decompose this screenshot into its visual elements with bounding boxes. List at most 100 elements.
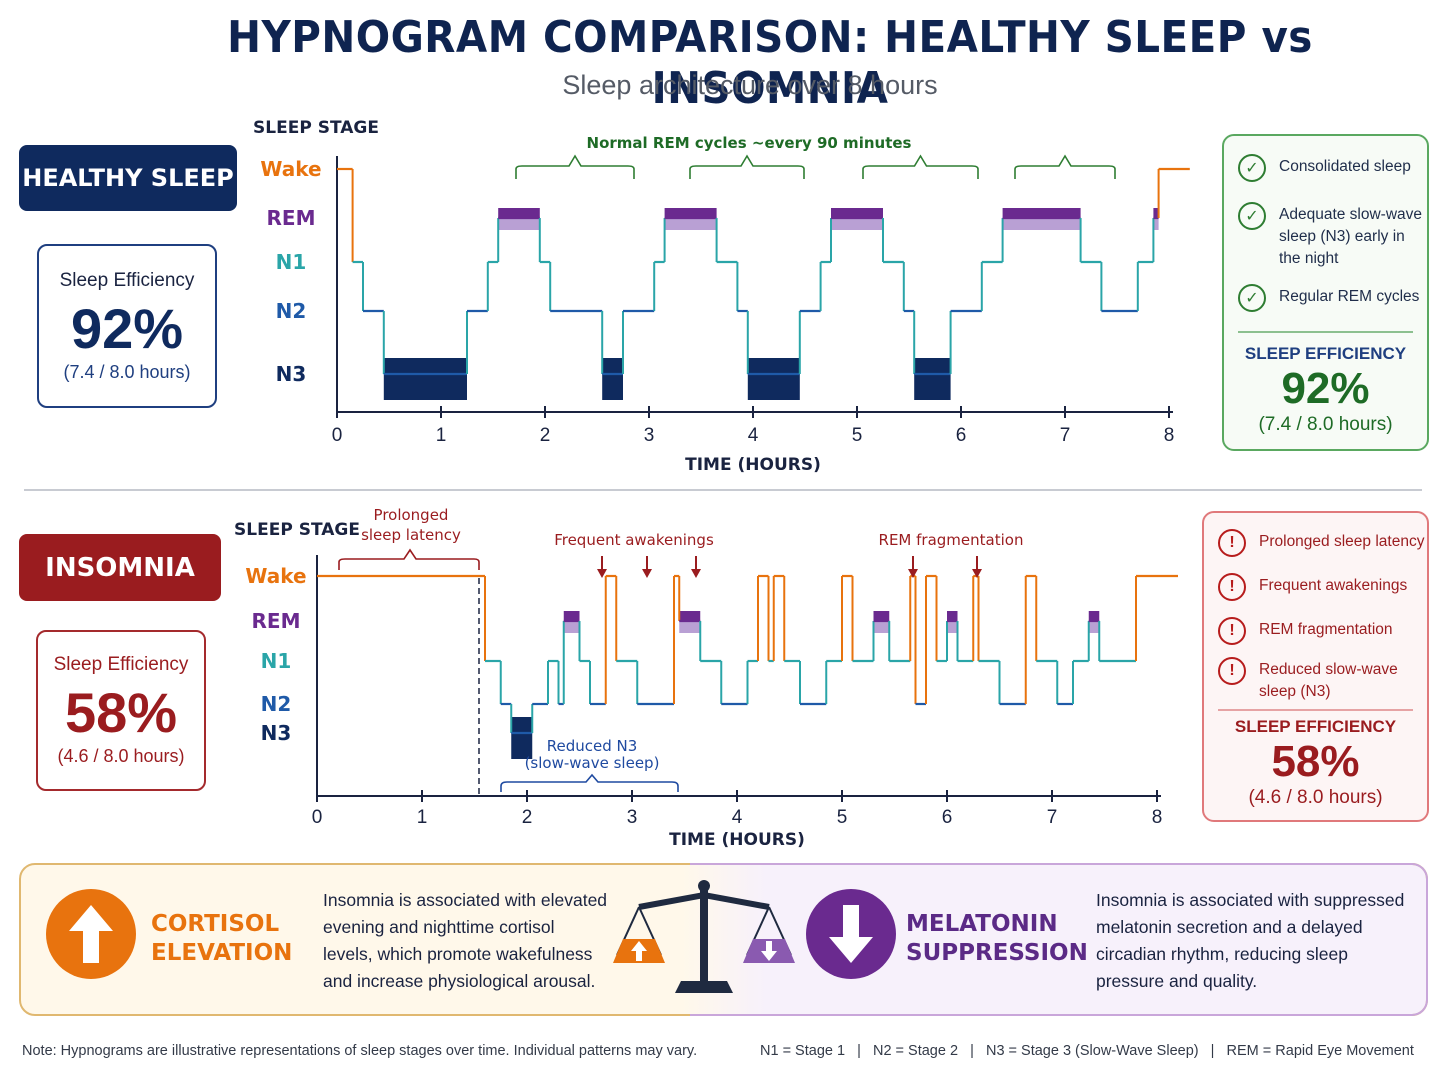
- healthy-panel-efficiency-detail: (7.4 / 8.0 hours): [1258, 414, 1393, 435]
- rem-block-shade: [664, 218, 717, 230]
- insomnia-feature-text: REM fragmentation: [1259, 621, 1393, 638]
- alert-circle-icon: !: [1218, 657, 1246, 685]
- hormone-banner: CORTISOL ELEVATION Insomnia is associate…: [19, 863, 1428, 1016]
- x-tick-label: 8: [1152, 807, 1163, 828]
- insomnia-feature-text: Frequent awakenings: [1259, 577, 1408, 594]
- insomnia-feature-item: ! Reduced slow-wave sleep (N3): [1218, 657, 1409, 703]
- rem-block-shade: [1153, 218, 1159, 230]
- x-tick-label: 6: [956, 425, 967, 446]
- rem-cycle-brace: [862, 154, 979, 179]
- melatonin-title-line2: SUPPRESSION: [906, 940, 1088, 966]
- x-tick-label: 5: [852, 425, 863, 446]
- section-divider: [24, 489, 1422, 491]
- healthy-feature-item: ✓ Regular REM cycles: [1238, 284, 1419, 312]
- rem-block: [679, 611, 701, 621]
- arrow-down-icon: [806, 889, 896, 979]
- rem-block: [563, 611, 580, 621]
- stage-label-rem: REM: [252, 609, 301, 633]
- x-tick-label: 2: [522, 807, 533, 828]
- stage-label-rem: REM: [267, 206, 316, 230]
- latency-brace: [338, 548, 480, 570]
- rem-cycle-brace: [515, 154, 635, 179]
- stage-label-n3: N3: [276, 362, 307, 386]
- x-tick-label: 7: [1047, 807, 1058, 828]
- x-tick-label: 0: [312, 807, 323, 828]
- healthy-feature-text: Consolidated sleep: [1279, 158, 1411, 175]
- check-circle-icon: ✓: [1238, 154, 1266, 182]
- rem-block-shade: [831, 218, 883, 230]
- stage-label-wake: Wake: [245, 564, 306, 588]
- x-tick-label: 5: [837, 807, 848, 828]
- n3-block: [511, 717, 533, 759]
- stage-label-n3: N3: [261, 721, 292, 745]
- x-tick-label: 8: [1164, 425, 1175, 446]
- rem-block-shade: [498, 218, 540, 230]
- y-axis-title: SLEEP STAGE: [253, 118, 379, 138]
- rem-block: [873, 611, 890, 621]
- melatonin-title: MELATONIN SUPPRESSION: [906, 910, 1088, 968]
- rem-block: [498, 208, 540, 218]
- insomnia-tag: INSOMNIA: [19, 534, 221, 601]
- page-title: HYPNOGRAM COMPARISON: HEALTHY SLEEP vs I…: [227, 12, 1313, 114]
- awakening-arrowhead: [691, 569, 701, 578]
- page-subtitle: Sleep architecture over 8 hours: [562, 70, 938, 100]
- x-tick-label: 3: [644, 425, 655, 446]
- healthy-feature-item: ✓ Consolidated sleep: [1238, 154, 1411, 182]
- stage-label-n2: N2: [276, 299, 307, 323]
- alert-circle-icon: !: [1218, 529, 1246, 557]
- insomnia-efficiency-card: Sleep Efficiency 58% (4.6 / 8.0 hours): [36, 630, 206, 791]
- panel-separator: [1218, 709, 1413, 711]
- check-circle-icon: ✓: [1238, 202, 1266, 230]
- rem-block-shade: [1002, 218, 1081, 230]
- healthy-efficiency-card: Sleep Efficiency 92% (7.4 / 8.0 hours): [37, 244, 217, 408]
- x-axis-title: TIME (HOURS): [669, 830, 805, 850]
- healthy-panel-efficiency-label: SLEEP EFFICIENCY: [1244, 344, 1407, 363]
- healthy-feature-item: ✓ Adequate slow-wave sleep (N3) early in…: [1238, 202, 1424, 270]
- rem-block-shade: [563, 621, 580, 633]
- rem-block-shade: [947, 621, 958, 633]
- stage-label-wake: Wake: [260, 157, 321, 181]
- insomnia-efficiency-value: 58%: [64, 681, 178, 744]
- arrow-up-icon: [46, 889, 136, 979]
- healthy-rem-annotation: Normal REM cycles ~every 90 minutes: [587, 134, 912, 152]
- awakenings-annotation: Frequent awakenings: [554, 531, 714, 549]
- rem-block: [1153, 208, 1159, 218]
- x-tick-label: 4: [732, 807, 743, 828]
- y-axis-title: SLEEP STAGE: [234, 520, 360, 540]
- insomnia-panel-efficiency-detail: (4.6 / 8.0 hours): [1248, 787, 1383, 808]
- insomnia-panel-efficiency-value: 58%: [1271, 737, 1360, 786]
- awakening-arrowhead: [597, 569, 607, 578]
- x-tick-label: 0: [332, 425, 343, 446]
- healthy-efficiency-detail: (7.4 / 8.0 hours): [63, 362, 191, 382]
- latency-annotation-line1: Prolonged: [374, 506, 449, 524]
- insomnia-feature-item: ! REM fragmentation: [1218, 617, 1393, 645]
- alert-circle-icon: !: [1218, 573, 1246, 601]
- rem-block-shade: [873, 621, 890, 633]
- insomnia-feature-item: ! Frequent awakenings: [1218, 573, 1407, 601]
- rem-cycle-brace: [689, 154, 805, 179]
- insomnia-panel-efficiency-label: SLEEP EFFICIENCY: [1234, 717, 1397, 736]
- stage-label-n1: N1: [261, 649, 292, 673]
- n3-annotation-line1: Reduced N3: [547, 737, 638, 755]
- x-tick-label: 1: [436, 425, 447, 446]
- rem-block: [947, 611, 958, 621]
- rem-cycle-braces: [515, 154, 1116, 179]
- insomnia-hypnogram: Wake REM N1 N2 N3 SLEEP STAGE 0 1 2 3 4 5 6 7 8 TIME (H…: [234, 520, 1178, 850]
- rem-block: [1002, 208, 1081, 218]
- melatonin-title-line1: MELATONIN: [906, 911, 1058, 937]
- insomnia-efficiency-label: Sleep Efficiency: [53, 654, 189, 675]
- rem-block: [664, 208, 717, 218]
- insomnia-annotation-marks: [338, 548, 982, 796]
- insomnia-feature-item: ! Prolonged sleep latency: [1218, 529, 1424, 557]
- stage-label-n2: N2: [261, 692, 292, 716]
- awakening-arrowhead: [908, 569, 918, 578]
- insomnia-feature-text: Reduced slow-wave sleep (N3): [1259, 661, 1398, 700]
- rem-block-shade: [679, 621, 701, 633]
- x-tick-label: 6: [942, 807, 953, 828]
- n3-block: [383, 358, 467, 400]
- rem-block: [831, 208, 883, 218]
- cortisol-text: Insomnia is associated with elevated eve…: [323, 890, 608, 991]
- n3-annotation-line2: (slow-wave sleep): [525, 754, 660, 772]
- rem-block-shade: [1088, 621, 1100, 633]
- rem-fragmentation-annotation: REM fragmentation: [879, 531, 1024, 549]
